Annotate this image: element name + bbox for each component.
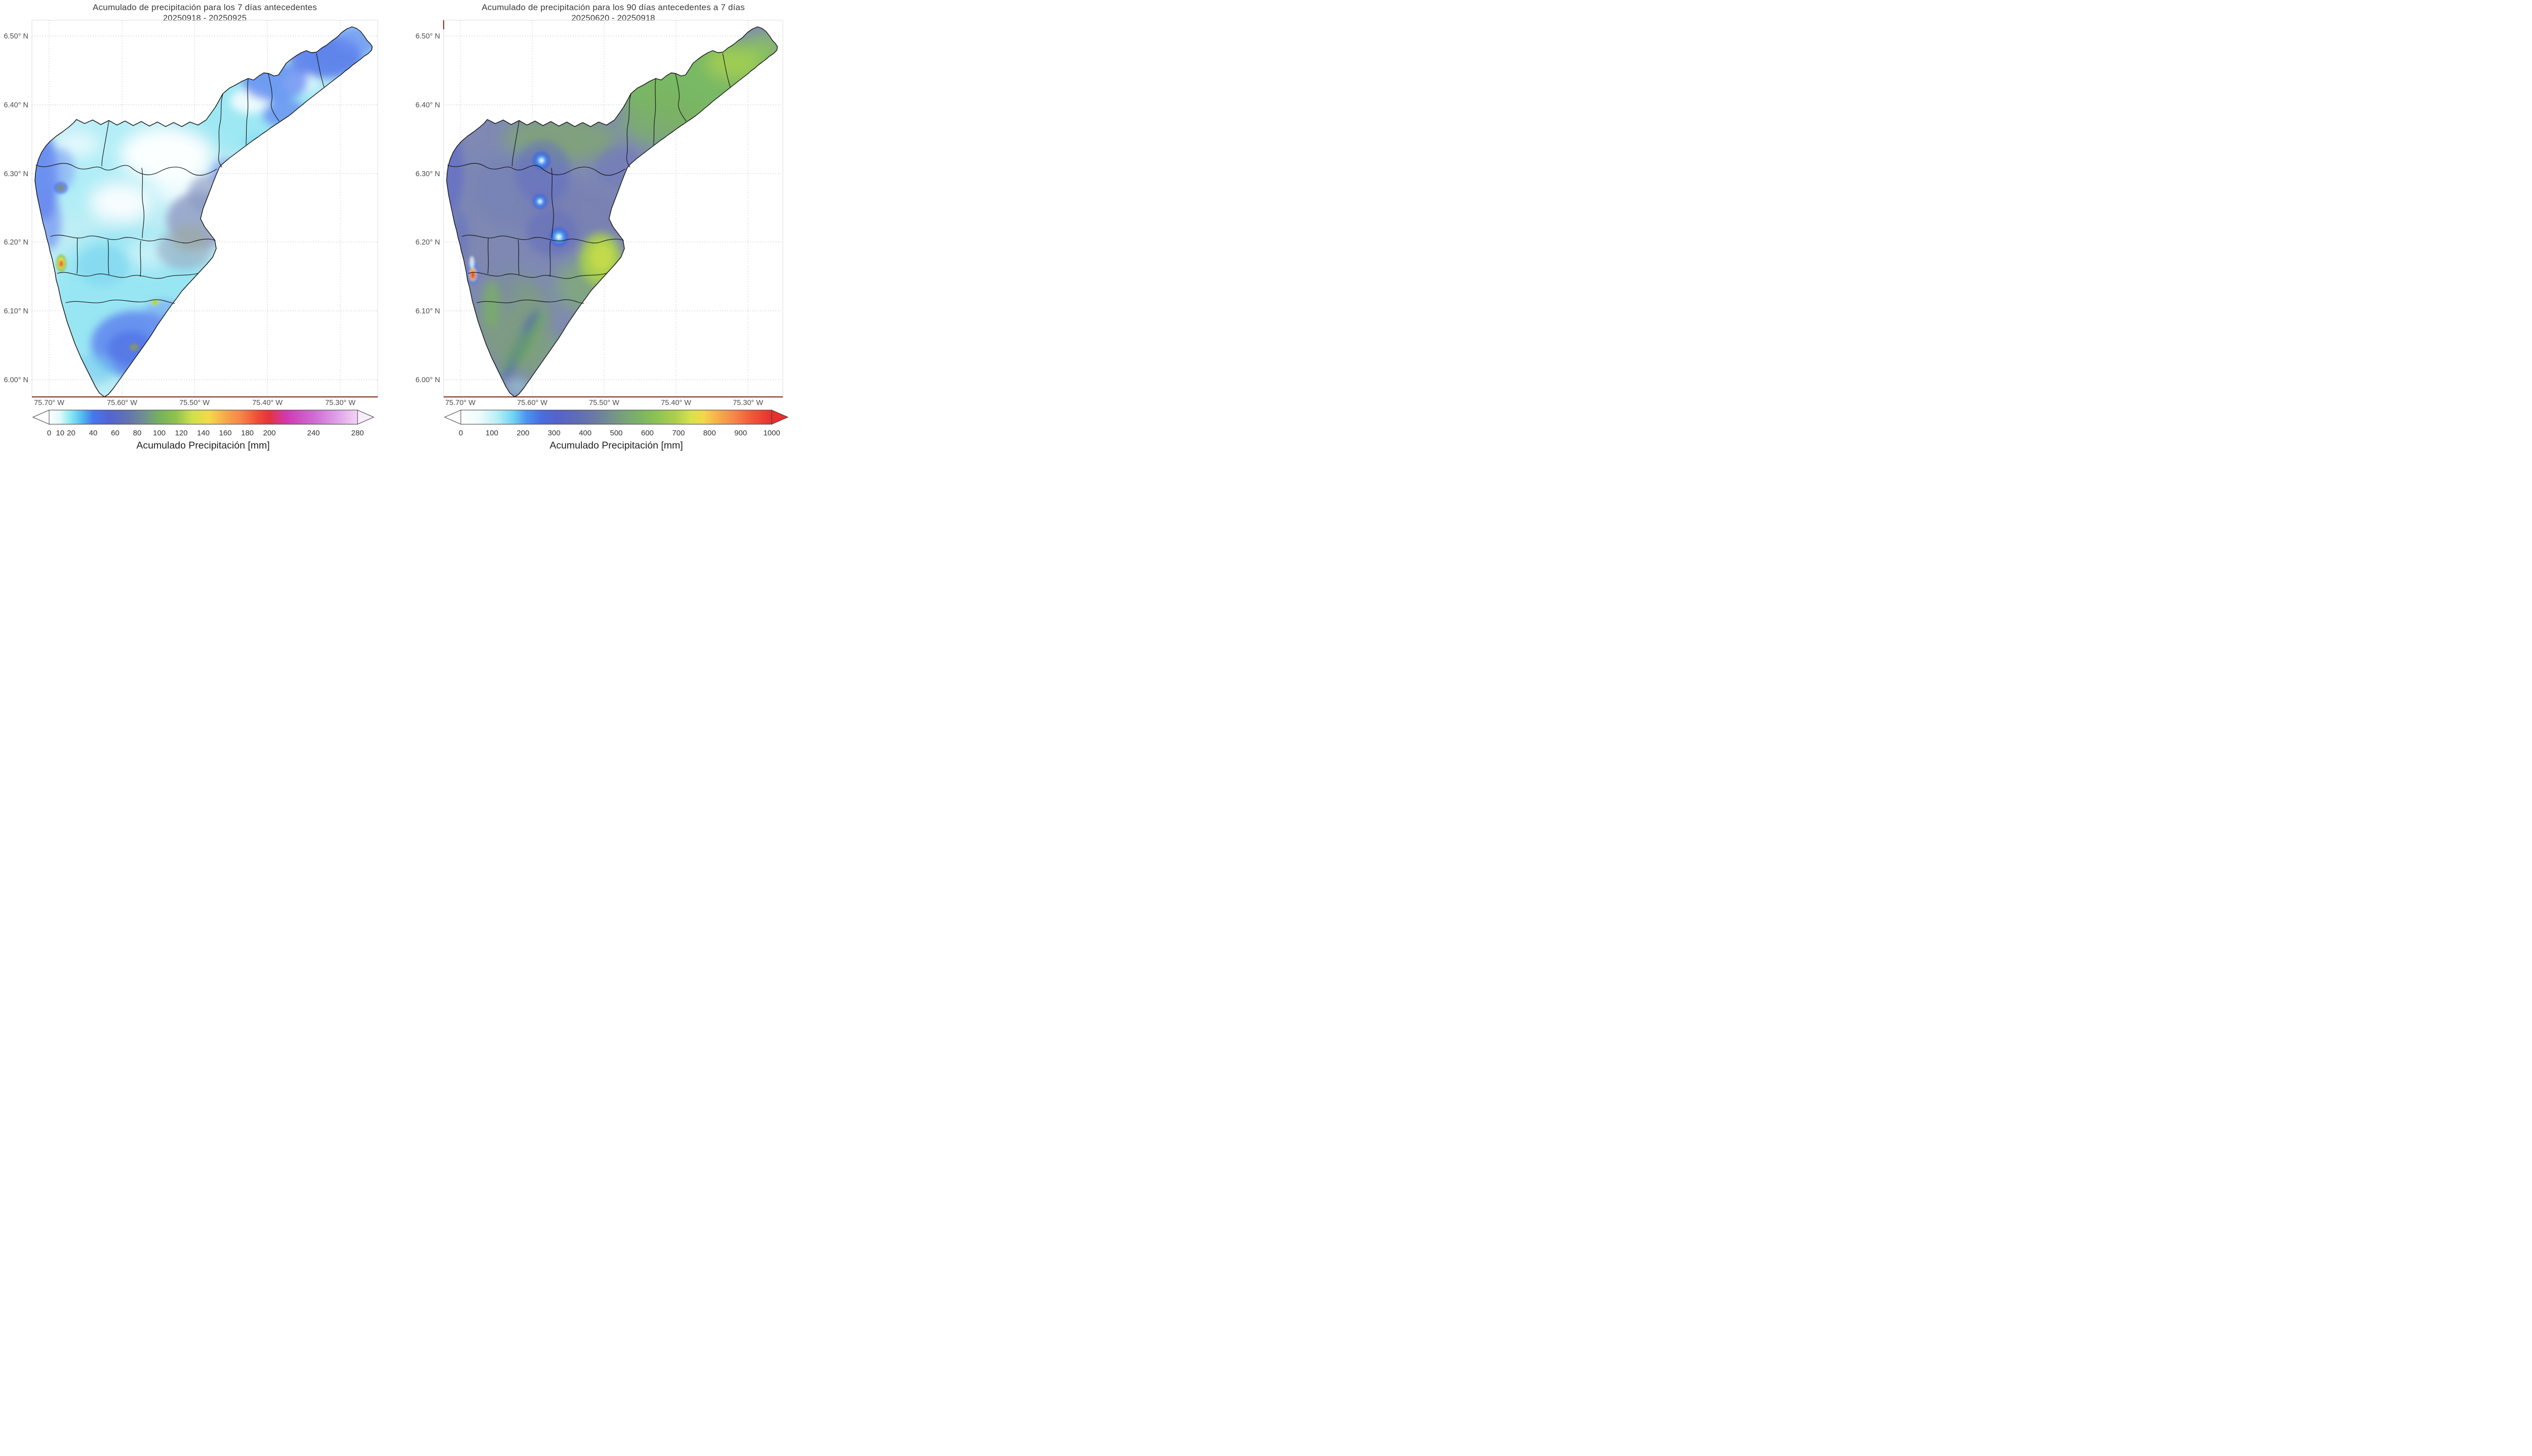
colorbar-under-arrow <box>444 410 461 425</box>
colorbar-tick: 300 <box>548 429 561 437</box>
colorbar-over-arrow <box>357 410 375 425</box>
precip-field-7day <box>35 27 372 397</box>
panel-90day-title: Acumulado de precipitación para los 90 d… <box>444 2 783 24</box>
y-tick: 6.40° N <box>415 101 440 109</box>
x-tick: 75.60° W <box>517 399 547 407</box>
colorbar-tick: 160 <box>219 429 231 437</box>
y-tick: 6.30° N <box>4 170 28 178</box>
colorbar-tick: 120 <box>175 429 187 437</box>
title-90day: Acumulado de precipitación para los 90 d… <box>482 3 745 12</box>
colorbar-tick: 20 <box>67 429 75 437</box>
map-7day <box>34 26 373 397</box>
colorbar-tick: 0 <box>47 429 51 437</box>
colorbar-tick: 40 <box>89 429 98 437</box>
y-tick: 6.20° N <box>4 238 28 247</box>
colorbar-tick: 140 <box>197 429 210 437</box>
y-tick: 6.50° N <box>4 32 28 41</box>
y-tick: 6.40° N <box>4 101 28 109</box>
colorbar-label-90day: Acumulado Precipitación [mm] <box>549 440 683 451</box>
y-tick: 6.50° N <box>415 32 440 41</box>
colorbar-tick: 0 <box>459 429 463 437</box>
colorbar-tick: 10 <box>56 429 64 437</box>
y-tick: 6.10° N <box>415 307 440 315</box>
panel-7day-title: Acumulado de precipitación para los 7 dí… <box>32 2 378 24</box>
title-7day: Acumulado de precipitación para los 7 dí… <box>93 3 317 12</box>
map-90day <box>446 26 778 397</box>
figure: Acumulado de precipitación para los 7 dí… <box>0 0 794 453</box>
colorbar-tick: 600 <box>641 429 654 437</box>
colorbar-ticks-7day: 0 10 20 40 60 80 100 120 140 160 180 200 240 280 <box>47 429 364 437</box>
colorbar-tick: 100 <box>153 429 166 437</box>
y-tick: 6.20° N <box>415 238 440 247</box>
colorbar-tick: 900 <box>734 429 747 437</box>
precip-field-90day <box>446 27 778 397</box>
colorbar-tick: 60 <box>111 429 120 437</box>
subtitle-7day-dates: 20250918 - 20250925 <box>163 14 247 23</box>
x-tick: 75.50° W <box>179 399 210 407</box>
colorbar-tick: 700 <box>672 429 685 437</box>
colorbar-tick: 80 <box>133 429 142 437</box>
x-tick: 75.60° W <box>107 399 137 407</box>
colorbar-tick: 500 <box>610 429 622 437</box>
x-tick: 75.40° W <box>252 399 283 407</box>
colorbar-tick: 180 <box>241 429 254 437</box>
x-tick-labels-7day: 75.70° W 75.60° W 75.50° W 75.40° W 75.3… <box>34 399 355 407</box>
y-tick: 6.10° N <box>4 307 28 315</box>
colorbar-7day: 0 10 20 40 60 80 100 120 140 160 180 200 240 280 Acum… <box>32 410 375 451</box>
colorbar-ticks-90day: 0 100 200 300 400 500 600 700 800 900 1000 <box>459 429 780 437</box>
colorbar-under-arrow <box>32 410 50 425</box>
x-tick: 75.30° W <box>733 399 763 407</box>
x-tick: 75.70° W <box>34 399 64 407</box>
y-tick-labels-7day: 6.50° N 6.40° N 6.30° N 6.20° N 6.10° N … <box>4 32 28 384</box>
colorbar-tick: 100 <box>486 429 498 437</box>
colorbar-tick: 280 <box>351 429 364 437</box>
colorbar-tick: 1000 <box>763 429 780 437</box>
colorbar-label-7day: Acumulado Precipitación [mm] <box>136 440 269 451</box>
colorbar-90day: 0 100 200 300 400 500 600 700 800 900 1000 Acumula… <box>444 410 789 451</box>
colorbar-tick: 400 <box>579 429 591 437</box>
y-tick-labels-90day: 6.50° N 6.40° N 6.30° N 6.20° N 6.10° N … <box>415 32 440 384</box>
x-tick: 75.50° W <box>589 399 619 407</box>
x-tick-labels-90day: 75.70° W 75.60° W 75.50° W 75.40° W 75.3… <box>445 399 763 407</box>
colorbar-gradient-7day <box>49 410 358 425</box>
colorbar-gradient-90day <box>460 410 772 425</box>
subtitle-90day-dates: 20250620 - 20250918 <box>571 14 655 23</box>
colorbar-tick: 800 <box>703 429 716 437</box>
y-tick: 6.00° N <box>415 376 440 384</box>
axes-7day: 75.70° W 75.60° W 75.50° W 75.40° W 75.3… <box>4 20 378 407</box>
x-tick: 75.30° W <box>325 399 355 407</box>
colorbar-tick: 240 <box>307 429 320 437</box>
y-tick: 6.00° N <box>4 376 28 384</box>
colorbar-tick: 200 <box>263 429 275 437</box>
y-tick: 6.30° N <box>415 170 440 178</box>
x-tick: 75.40° W <box>661 399 691 407</box>
colorbar-over-arrow <box>771 410 789 425</box>
x-tick: 75.70° W <box>445 399 476 407</box>
colorbar-tick: 200 <box>517 429 529 437</box>
